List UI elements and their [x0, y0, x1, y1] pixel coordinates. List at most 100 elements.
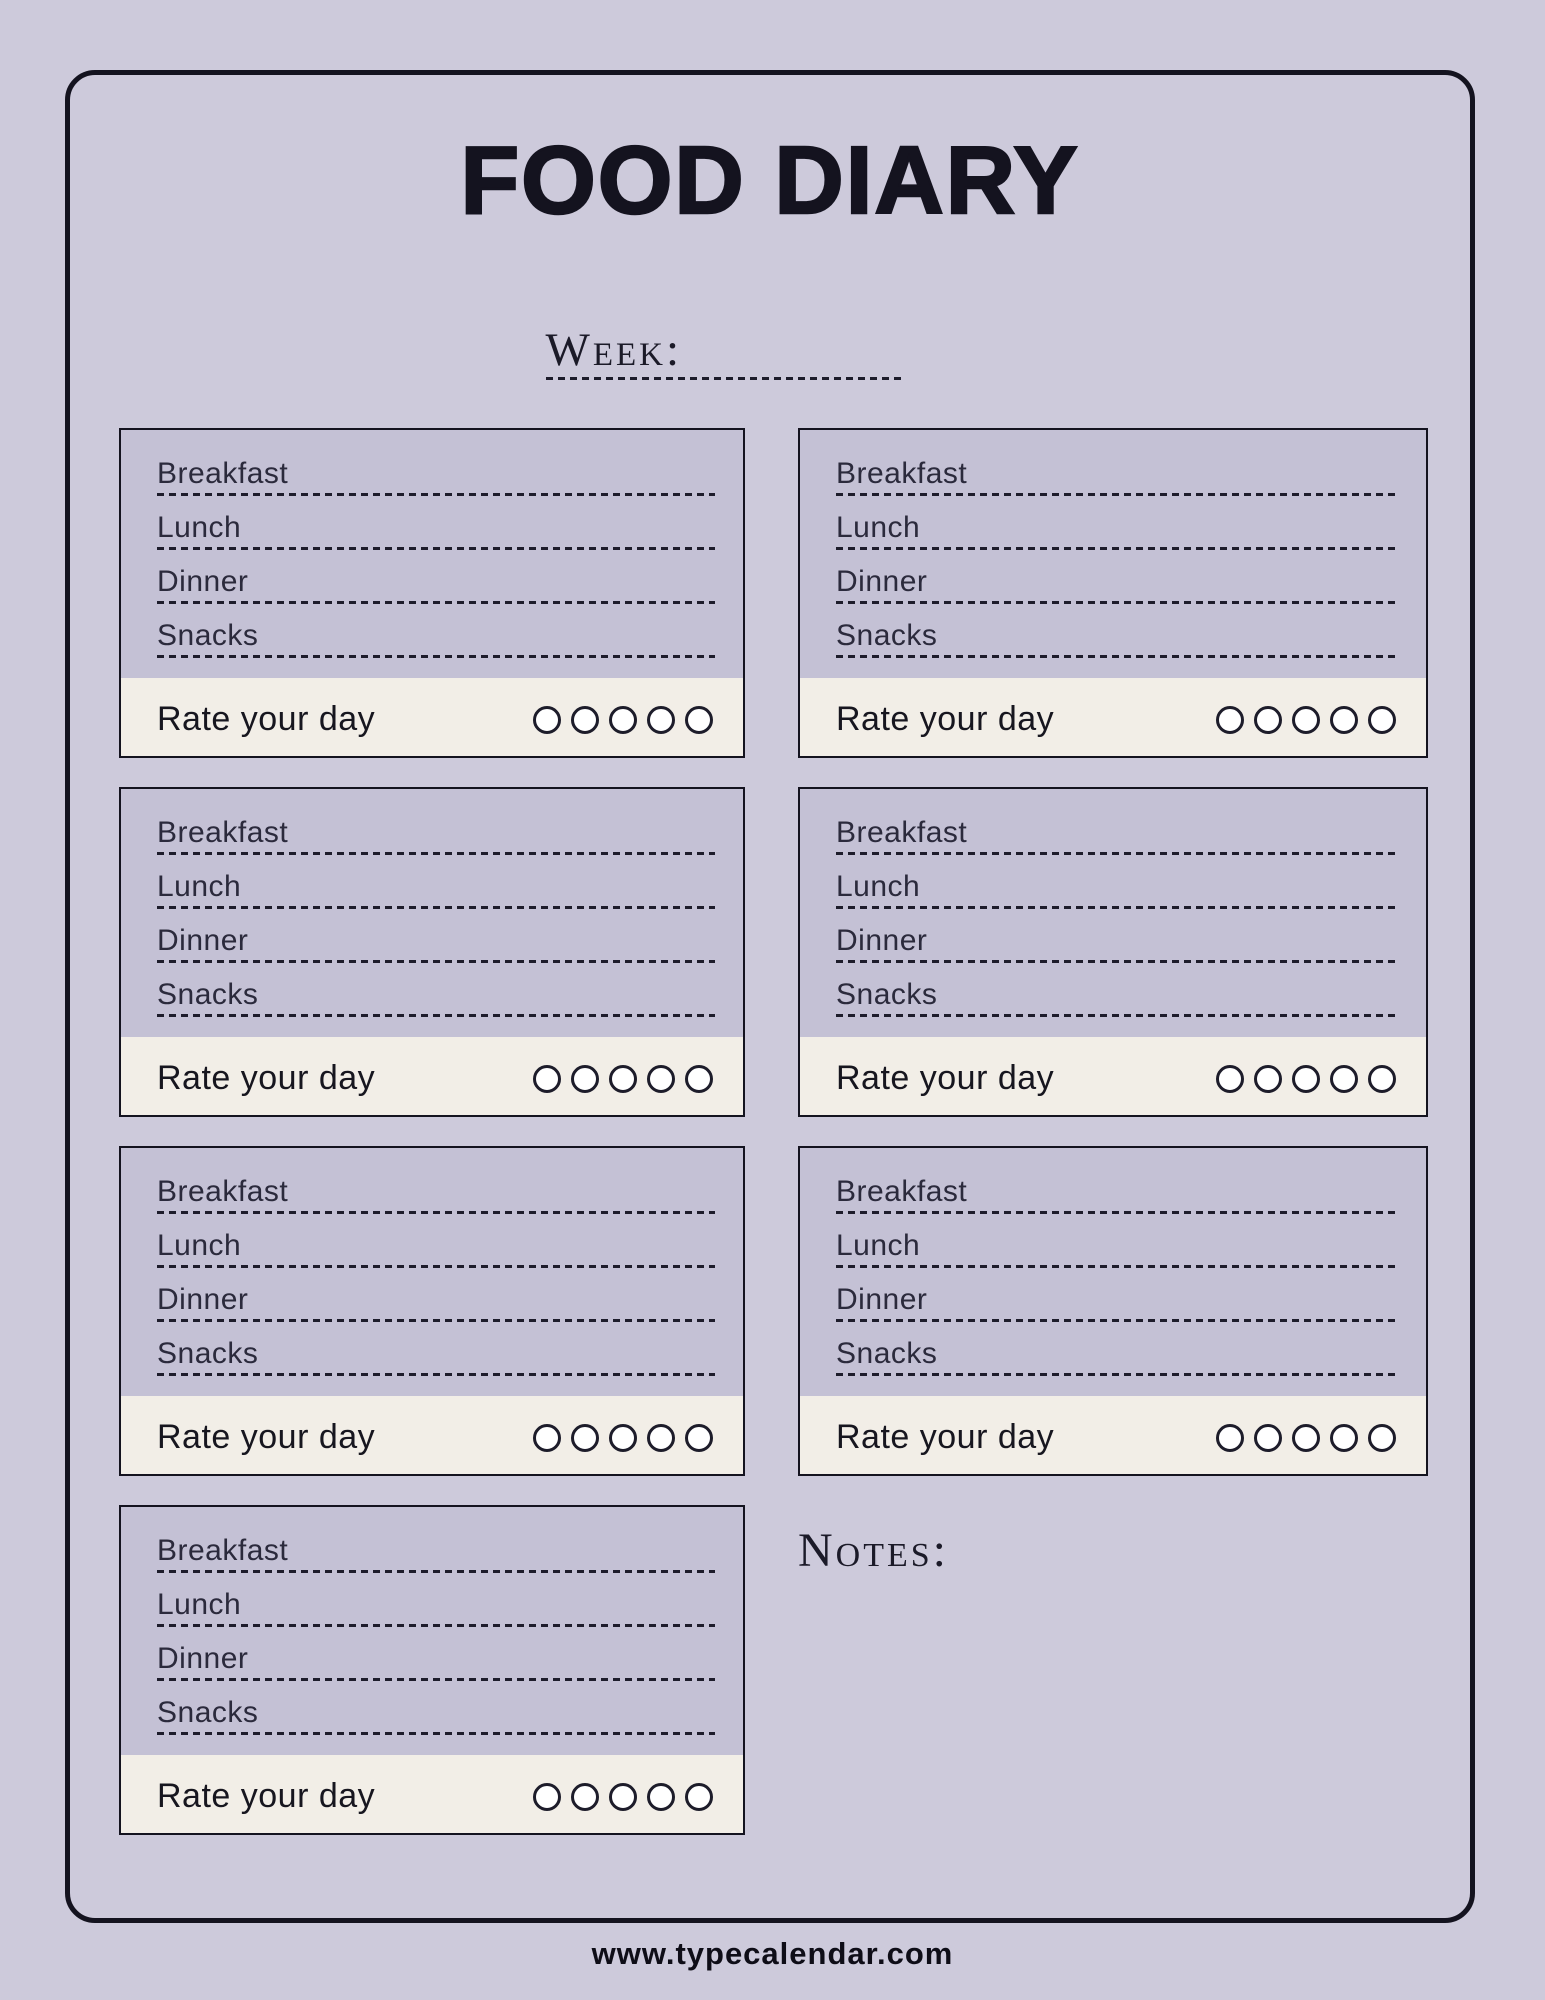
rating-circle[interactable]	[571, 705, 599, 734]
rating-circle[interactable]	[1216, 705, 1244, 734]
meal-label: Breakfast	[157, 815, 289, 849]
meal-row: Snacks	[836, 1322, 1398, 1376]
meal-row: Lunch	[836, 855, 1398, 909]
meal-row: Dinner	[157, 909, 715, 963]
day-card: Breakfast Lunch Dinner Snacks Rate your day	[119, 1504, 745, 1835]
rating-circle[interactable]	[647, 705, 675, 734]
day-card-body: Breakfast Lunch Dinner Snacks	[121, 1507, 743, 1755]
meal-row: Lunch	[157, 1214, 715, 1268]
meal-input-line[interactable]	[836, 905, 1398, 909]
meal-input-line[interactable]	[157, 654, 715, 658]
rating-circle[interactable]	[1292, 705, 1320, 734]
rating-circle[interactable]	[1254, 705, 1282, 734]
meal-row: Lunch	[836, 1214, 1398, 1268]
meal-label: Lunch	[157, 510, 242, 544]
meal-input-line[interactable]	[157, 851, 715, 855]
rating-circle[interactable]	[685, 705, 713, 734]
rating-circle[interactable]	[1292, 1423, 1320, 1452]
meal-row: Snacks	[157, 604, 715, 658]
rating-circle[interactable]	[647, 1423, 675, 1452]
meal-input-line[interactable]	[157, 905, 715, 909]
rating-circle[interactable]	[685, 1064, 713, 1093]
meal-input-line[interactable]	[836, 654, 1398, 658]
meal-label: Snacks	[836, 977, 938, 1011]
rating-circle[interactable]	[533, 705, 561, 734]
day-card: Breakfast Lunch Dinner Snacks Rate your day	[798, 1145, 1428, 1476]
meal-input-line[interactable]	[157, 1318, 715, 1322]
rating-circle[interactable]	[609, 1782, 637, 1811]
meal-label: Snacks	[157, 618, 259, 652]
meal-input-line[interactable]	[836, 1264, 1398, 1268]
rating-circle[interactable]	[1254, 1423, 1282, 1452]
meal-input-line[interactable]	[836, 1318, 1398, 1322]
page-frame: FOOD DIARY Week: Breakfast Lunch Dinner Sna…	[65, 70, 1475, 1923]
rating-circle[interactable]	[1292, 1064, 1320, 1093]
rating-circles	[1216, 1064, 1396, 1093]
rating-circle[interactable]	[647, 1064, 675, 1093]
rating-circle[interactable]	[609, 705, 637, 734]
rating-circle[interactable]	[609, 1423, 637, 1452]
meal-input-line[interactable]	[836, 600, 1398, 604]
rating-circle[interactable]	[1216, 1064, 1244, 1093]
meal-input-line[interactable]	[836, 1210, 1398, 1214]
rating-circle[interactable]	[1368, 1064, 1396, 1093]
rate-your-day-strip: Rate your day	[121, 1036, 743, 1115]
rate-your-day-strip: Rate your day	[800, 677, 1426, 756]
meal-label: Lunch	[836, 510, 921, 544]
meal-input-line[interactable]	[157, 1013, 715, 1017]
day-card: Breakfast Lunch Dinner Snacks Rate your day	[798, 427, 1428, 758]
rating-circle[interactable]	[685, 1423, 713, 1452]
rating-circle[interactable]	[1216, 1423, 1244, 1452]
meal-row: Snacks	[836, 963, 1398, 1017]
meal-input-line[interactable]	[836, 1372, 1398, 1376]
meal-label: Breakfast	[836, 1174, 968, 1208]
meal-input-line[interactable]	[157, 1677, 715, 1681]
meal-input-line[interactable]	[157, 1569, 715, 1573]
rate-your-day-label: Rate your day	[157, 1418, 376, 1457]
rating-circle[interactable]	[1330, 1423, 1358, 1452]
day-card-body: Breakfast Lunch Dinner Snacks	[800, 789, 1426, 1037]
rating-circle[interactable]	[1330, 705, 1358, 734]
meal-input-line[interactable]	[836, 959, 1398, 963]
rating-circle[interactable]	[533, 1423, 561, 1452]
rating-circle[interactable]	[571, 1782, 599, 1811]
meal-input-line[interactable]	[157, 1372, 715, 1376]
meal-row: Lunch	[157, 855, 715, 909]
day-card-body: Breakfast Lunch Dinner Snacks	[800, 1148, 1426, 1396]
rating-circle[interactable]	[647, 1782, 675, 1811]
rating-circle[interactable]	[533, 1064, 561, 1093]
meal-input-line[interactable]	[157, 1264, 715, 1268]
meal-input-line[interactable]	[836, 1013, 1398, 1017]
meal-label: Lunch	[157, 1587, 242, 1621]
meal-row: Breakfast	[157, 1519, 715, 1573]
rating-circle[interactable]	[1330, 1064, 1358, 1093]
rating-circle[interactable]	[1368, 1423, 1396, 1452]
meal-row: Snacks	[157, 1681, 715, 1735]
meal-input-line[interactable]	[157, 1731, 715, 1735]
rate-your-day-strip: Rate your day	[121, 677, 743, 756]
meal-label: Snacks	[836, 1336, 938, 1370]
meal-row: Breakfast	[157, 801, 715, 855]
meal-input-line[interactable]	[157, 1623, 715, 1627]
rating-circle[interactable]	[685, 1782, 713, 1811]
meal-input-line[interactable]	[157, 546, 715, 550]
notes-label: Notes:	[798, 1523, 949, 1577]
rating-circle[interactable]	[609, 1064, 637, 1093]
week-input-line[interactable]	[545, 376, 903, 380]
rating-circle[interactable]	[533, 1782, 561, 1811]
meal-row: Breakfast	[157, 1160, 715, 1214]
meal-input-line[interactable]	[157, 1210, 715, 1214]
meal-label: Breakfast	[157, 1174, 289, 1208]
meal-input-line[interactable]	[836, 546, 1398, 550]
rating-circle[interactable]	[1254, 1064, 1282, 1093]
meal-row: Dinner	[836, 1268, 1398, 1322]
meal-input-line[interactable]	[836, 492, 1398, 496]
rating-circle[interactable]	[1368, 705, 1396, 734]
rating-circle[interactable]	[571, 1423, 599, 1452]
meal-input-line[interactable]	[836, 851, 1398, 855]
meal-label: Snacks	[157, 1695, 259, 1729]
meal-input-line[interactable]	[157, 959, 715, 963]
rating-circle[interactable]	[571, 1064, 599, 1093]
meal-input-line[interactable]	[157, 492, 715, 496]
meal-input-line[interactable]	[157, 600, 715, 604]
